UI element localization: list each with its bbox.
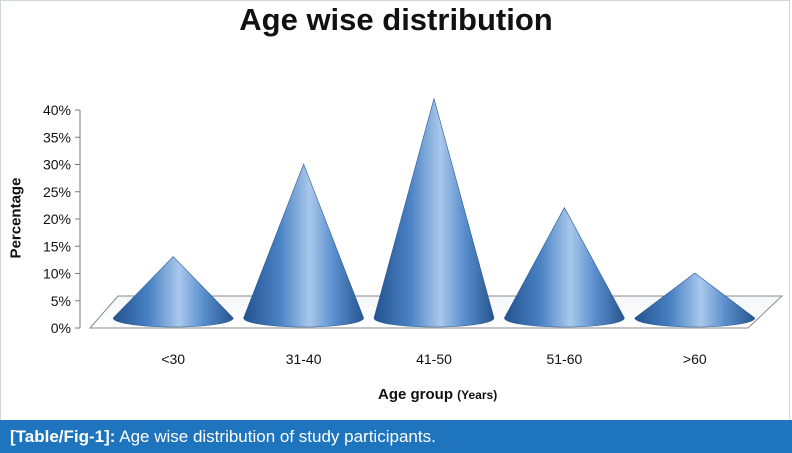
cone-body bbox=[373, 97, 495, 328]
cone-series bbox=[112, 97, 756, 328]
x-tick-label: >60 bbox=[683, 351, 707, 367]
y-tick-label: 0% bbox=[51, 320, 71, 336]
x-axis-unit: (Years) bbox=[457, 388, 498, 402]
y-tick-label: 35% bbox=[43, 129, 71, 145]
cone-bar bbox=[504, 206, 625, 328]
x-tick-label: 41-50 bbox=[416, 351, 452, 367]
figure-caption: [Table/Fig-1]: Age wise distribution of … bbox=[0, 420, 792, 453]
y-tick-label: 5% bbox=[51, 293, 71, 309]
y-tick-label: 40% bbox=[43, 102, 71, 118]
x-axis-title-text: Age group bbox=[378, 386, 453, 403]
cone-body bbox=[634, 272, 756, 328]
y-tick-label: 15% bbox=[43, 238, 71, 254]
x-tick-label: <30 bbox=[161, 351, 185, 367]
chart-title: Age wise distribution bbox=[239, 2, 553, 37]
y-axis-title: Percentage bbox=[7, 177, 25, 259]
x-axis: <30 31-40 41-50 51-60 >60 bbox=[161, 351, 707, 367]
caption-label: [Table/Fig-1]: bbox=[10, 427, 116, 446]
x-tick-label: 51-60 bbox=[546, 351, 582, 367]
cone-bar bbox=[373, 97, 495, 328]
chart-plot: 0% 5% 10% 15% 20% 25% 30% 35% 40% <30 31-40 41-50 5… bbox=[43, 97, 784, 367]
cone-body bbox=[504, 206, 625, 328]
y-tick-label: 25% bbox=[43, 184, 71, 200]
x-axis-title: Age group (Years) bbox=[378, 386, 497, 403]
cone-body bbox=[243, 163, 364, 328]
cone-bar bbox=[243, 163, 364, 328]
y-tick-label: 30% bbox=[43, 157, 71, 173]
cone-body bbox=[112, 256, 234, 328]
y-axis: 0% 5% 10% 15% 20% 25% 30% 35% 40% bbox=[43, 102, 81, 336]
cone-bar bbox=[112, 256, 234, 328]
x-tick-label: 31-40 bbox=[286, 351, 322, 367]
caption-text: Age wise distribution of study participa… bbox=[119, 427, 436, 446]
y-tick-label: 10% bbox=[43, 266, 71, 282]
y-tick-label: 20% bbox=[43, 211, 71, 227]
cone-bar bbox=[634, 272, 756, 328]
